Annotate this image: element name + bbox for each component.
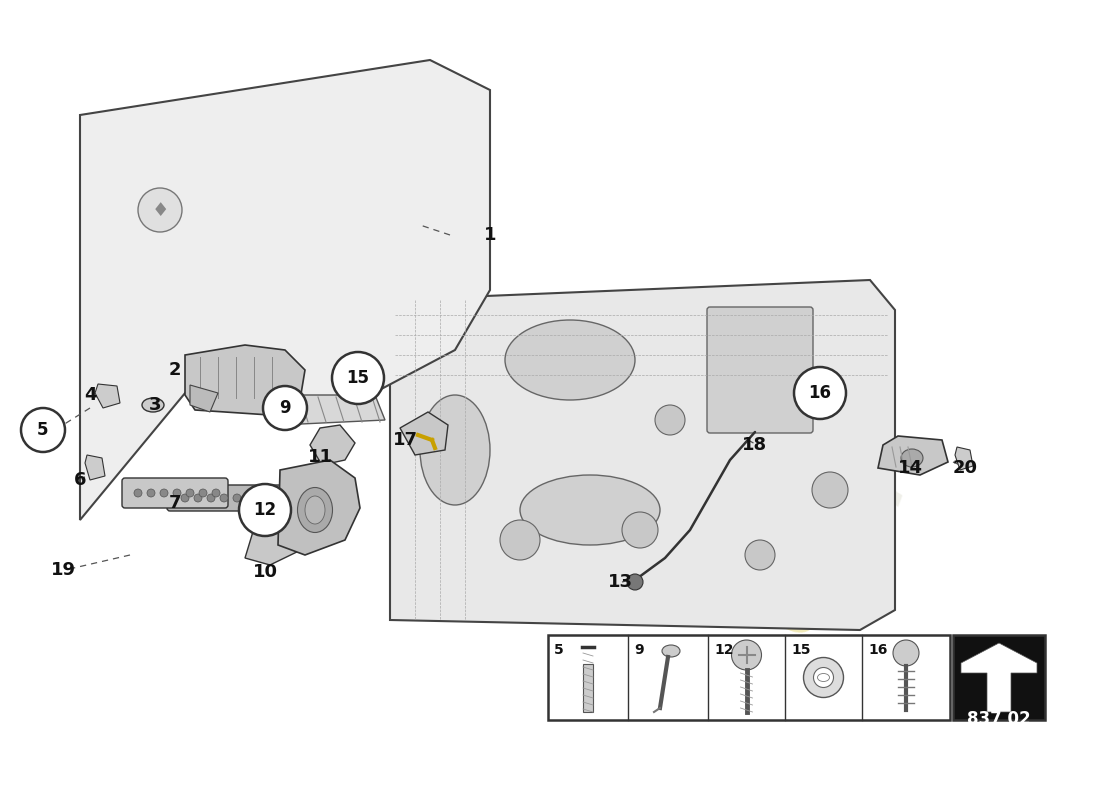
Text: 18: 18 [742, 436, 768, 454]
Text: 7: 7 [168, 494, 182, 512]
Text: a passion for...: a passion for... [440, 459, 700, 581]
FancyBboxPatch shape [167, 485, 298, 511]
Ellipse shape [420, 395, 490, 505]
Circle shape [627, 574, 644, 590]
Circle shape [794, 367, 846, 419]
Circle shape [621, 512, 658, 548]
Polygon shape [400, 412, 448, 455]
Text: 19: 19 [51, 561, 76, 579]
Ellipse shape [142, 398, 164, 412]
Circle shape [194, 494, 202, 502]
Text: 16: 16 [808, 384, 832, 402]
Text: 12: 12 [253, 501, 276, 519]
Text: 11: 11 [308, 448, 332, 466]
Polygon shape [878, 436, 948, 475]
Text: 14: 14 [898, 459, 923, 477]
Text: 5: 5 [37, 421, 48, 439]
Text: ♦: ♦ [152, 201, 168, 219]
Text: 1985: 1985 [628, 526, 833, 654]
Polygon shape [80, 60, 490, 520]
Circle shape [207, 494, 215, 502]
Polygon shape [310, 425, 355, 465]
Polygon shape [245, 525, 305, 565]
Text: 2: 2 [168, 361, 182, 379]
FancyBboxPatch shape [122, 478, 228, 508]
Polygon shape [185, 345, 305, 415]
Circle shape [815, 375, 845, 405]
Circle shape [263, 386, 307, 430]
Circle shape [272, 494, 280, 502]
Text: 20: 20 [953, 459, 978, 477]
Circle shape [246, 494, 254, 502]
Bar [548, 635, 950, 720]
Ellipse shape [505, 320, 635, 400]
Text: 8: 8 [249, 494, 262, 512]
Text: 15: 15 [791, 643, 811, 657]
Ellipse shape [305, 496, 324, 524]
Polygon shape [390, 280, 895, 630]
Text: eurospares: eurospares [323, 274, 916, 566]
Circle shape [220, 494, 228, 502]
Text: 3: 3 [148, 396, 162, 414]
Ellipse shape [297, 487, 332, 533]
FancyBboxPatch shape [707, 307, 813, 433]
Circle shape [285, 494, 293, 502]
Circle shape [212, 489, 220, 497]
Circle shape [182, 494, 189, 502]
Ellipse shape [520, 475, 660, 545]
Circle shape [233, 494, 241, 502]
Circle shape [332, 352, 384, 404]
Text: 4: 4 [84, 386, 97, 404]
Text: 5: 5 [554, 643, 563, 657]
Circle shape [814, 667, 834, 687]
Circle shape [199, 489, 207, 497]
Circle shape [500, 520, 540, 560]
Text: 15: 15 [346, 369, 370, 387]
Text: 9: 9 [634, 643, 643, 657]
Circle shape [812, 472, 848, 508]
Text: 837 02: 837 02 [967, 710, 1031, 728]
Text: 13: 13 [607, 573, 632, 591]
Ellipse shape [662, 645, 680, 657]
Circle shape [239, 484, 292, 536]
Text: 9: 9 [279, 399, 290, 417]
Polygon shape [270, 395, 385, 425]
Text: 12: 12 [714, 643, 734, 657]
Text: 17: 17 [393, 431, 418, 449]
Bar [953, 635, 1045, 720]
Circle shape [732, 640, 761, 670]
Circle shape [745, 540, 776, 570]
Polygon shape [955, 447, 974, 470]
Text: 6: 6 [74, 471, 86, 489]
Circle shape [258, 494, 267, 502]
Circle shape [893, 640, 918, 666]
Polygon shape [85, 455, 104, 480]
Circle shape [21, 408, 65, 452]
Polygon shape [278, 460, 360, 555]
Circle shape [173, 489, 182, 497]
Circle shape [160, 489, 168, 497]
Text: 1: 1 [484, 226, 496, 244]
Circle shape [147, 489, 155, 497]
Ellipse shape [817, 674, 829, 682]
Polygon shape [95, 384, 120, 408]
Ellipse shape [901, 449, 923, 467]
Circle shape [654, 405, 685, 435]
Circle shape [186, 489, 194, 497]
Text: 16: 16 [868, 643, 888, 657]
Text: 10: 10 [253, 563, 277, 581]
Bar [583, 664, 593, 712]
Circle shape [138, 188, 182, 232]
Polygon shape [961, 643, 1037, 712]
Circle shape [134, 489, 142, 497]
Polygon shape [190, 385, 218, 412]
Circle shape [803, 658, 844, 698]
